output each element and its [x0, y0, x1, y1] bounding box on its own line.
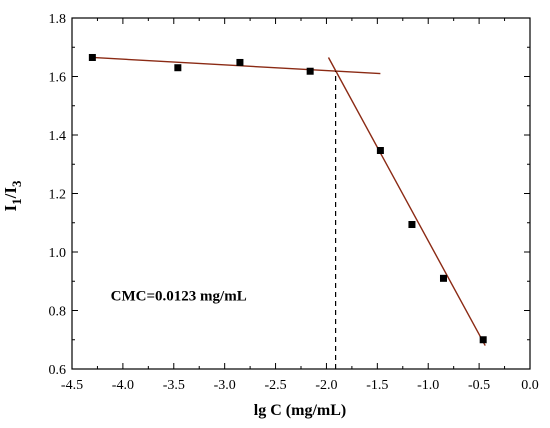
x-tick-label: 0.0 — [521, 378, 539, 393]
y-tick-label: 1.2 — [49, 188, 67, 203]
x-tick-label: -1.0 — [417, 378, 439, 393]
plot-area — [71, 17, 531, 370]
data-point — [439, 274, 447, 282]
x-axis-title: lg C (mg/mL) — [254, 402, 346, 419]
y-axis-title: I1/I3 — [1, 180, 24, 211]
data-point — [174, 64, 182, 72]
y-tick-label: 1.4 — [49, 129, 67, 144]
y-ticks: 0.6 0.8 1.0 1.2 1.4 1.6 1.8 — [49, 12, 530, 378]
x-tick-label: -3.0 — [214, 378, 236, 393]
plot-frame — [71, 17, 531, 370]
x-tick-label: -3.5 — [163, 378, 185, 393]
data-point — [479, 336, 487, 344]
x-tick-label: -1.5 — [366, 378, 388, 393]
data-point — [236, 58, 244, 66]
data-point — [376, 147, 384, 155]
data-point — [88, 53, 96, 61]
x-tick-label: -4.5 — [61, 378, 83, 393]
fit-line-post-cmc — [327, 57, 486, 346]
y-tick-label: 1.6 — [49, 71, 67, 86]
fit-line-pre-cmc — [92, 56, 381, 75]
y-tick-label: 1.8 — [49, 12, 67, 27]
x-tick-label: -0.5 — [468, 378, 490, 393]
y-tick-label: 1.0 — [49, 246, 67, 261]
y-tick-label: 0.8 — [49, 305, 67, 320]
x-tick-label: -2.0 — [315, 378, 337, 393]
series — [88, 53, 487, 369]
x-tick-label: -4.0 — [112, 378, 134, 393]
x-ticks: -4.5 -4.0 -3.5 -3.0 -2.5 -2.0 -1.5 -1.0 -0.5 0.0 — [61, 18, 539, 393]
x-tick-label: -2.5 — [264, 378, 286, 393]
cmc-annotation: CMC=0.0123 mg/mL — [111, 289, 247, 305]
data-point — [306, 67, 314, 75]
y-tick-label: 0.6 — [49, 363, 67, 378]
data-point — [408, 221, 416, 229]
